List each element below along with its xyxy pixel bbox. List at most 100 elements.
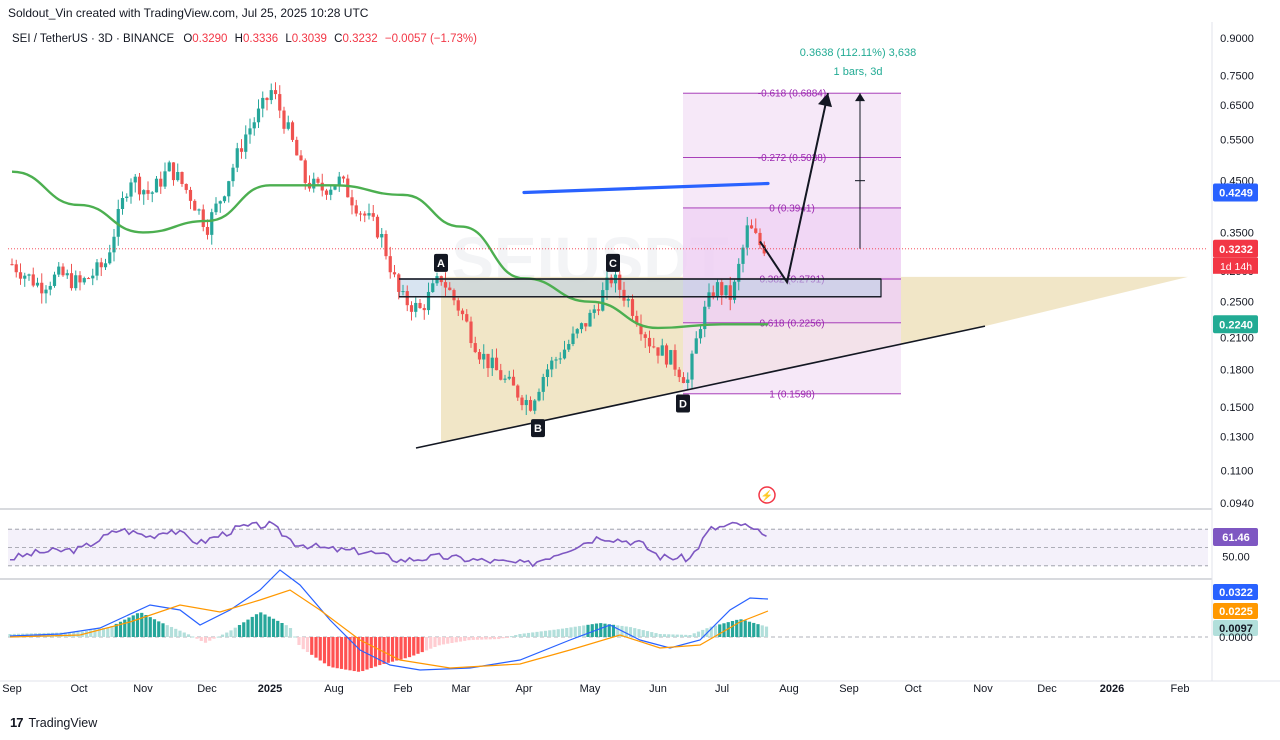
candle-body [592,309,596,313]
macd-hist-bar [722,623,726,637]
macd-hist-bar [586,624,590,637]
candle-body [282,110,286,129]
candle-body [758,232,762,246]
macd-hist-bar [480,637,484,640]
time-axis-tick: Dec [1037,683,1057,695]
macd-hist-bar [637,629,641,637]
macd-hist-bar [148,617,152,637]
macd-hist-bar [501,637,505,639]
rsi-line [9,520,767,568]
candle-body [673,350,677,370]
candle-body [218,201,222,204]
macd-hist-bar [582,625,586,637]
candle-body [669,350,673,365]
candle-body [256,108,261,123]
price-axis-tick: 0.1800 [1220,364,1254,376]
macd-hist-bar [603,623,607,637]
macd-hist-bar [569,627,573,637]
price-axis-tick: 0.1100 [1221,466,1254,478]
pattern-point-d [676,394,690,413]
macd-hist-bar [305,637,310,652]
candle-body [630,299,635,316]
macd-hist-bar [497,637,501,640]
candle-body [167,162,171,172]
candle-body [405,291,409,306]
macd-hist-bar [696,631,701,637]
candle-body [409,305,414,312]
macd-hist-bar [157,621,161,637]
macd-hist-bar [356,637,361,672]
fib-zone-inner [683,207,901,323]
brand-label: TradingView [28,715,98,730]
macd-hist-bar [611,624,616,637]
candle-body [31,274,35,286]
close-label: C [334,33,343,45]
candle-body [528,400,533,411]
pattern-point-a [434,253,448,272]
candle-body [244,134,248,152]
price-axis-tick: 0.5500 [1220,134,1254,146]
candle-body [397,274,401,292]
macd-hist-bar [322,637,327,664]
candle-body [48,285,52,290]
fib-level-label: 0.618 (0.2256) [759,318,824,329]
candle-body [261,97,265,109]
candle-body [142,190,146,195]
candle-body [159,178,163,187]
macd-hist-bar [395,637,399,661]
candle-body [720,282,724,296]
macd-hist-bar [739,619,743,637]
candle-body [78,275,82,283]
macd-hist-bar [692,633,696,637]
macd-hist-bar [488,637,492,640]
macd-hist-bar [352,637,356,672]
time-axis-tick: Apr [515,683,532,695]
candle-body [656,347,660,356]
candle-body [103,263,108,268]
candle-body [35,282,40,286]
measure-label-change: 0.3638 (112.11%) 3,638 [800,47,916,59]
macd-hist-bar [407,637,412,658]
macd-hist-bar [671,634,675,637]
macd-hist-bar [522,633,526,637]
candle-body [443,282,448,288]
time-axis-tick: Dec [197,683,217,695]
candle-body [401,291,405,293]
macd-hist-bar [318,637,322,661]
macd-hist-bar [484,637,488,640]
price-axis-tick: 0.7500 [1220,71,1254,83]
macd-hist-bar [552,629,556,637]
macd-hist-bar [573,626,577,637]
macd-hist-bar [756,624,760,637]
macd-hist-bar [212,637,216,639]
time-axis-tick: Oct [904,683,921,695]
macd-hist-bar [140,612,144,637]
pattern-point-c [606,253,620,272]
macd-hist-bar [607,624,611,637]
macd-hist-bar [458,637,463,642]
macd-hist-bar [654,633,658,637]
rsi-axis-tick: 50.00 [1222,552,1250,564]
candle-body [694,338,698,354]
macd-hist-bar [475,637,480,640]
range-box [398,278,882,298]
macd-hist-bar [688,635,692,637]
candle-body [414,302,418,312]
candle-body [295,139,299,156]
macd-hist-bar [297,637,301,645]
macd-hist-bar [93,629,97,637]
candle-body [503,378,507,380]
candle-body [579,323,584,330]
candle-body [520,397,524,406]
candle-body [635,315,639,325]
candle-body [116,209,120,237]
candle-body [188,189,193,201]
macd-hist-bar [373,637,378,667]
macd-hist-bar [641,630,645,637]
measure-arrowhead [855,93,865,102]
macd-hist-bar [556,629,560,637]
candle-body [558,358,562,360]
support-trendline [415,325,986,449]
macd-hist-bar [174,628,178,637]
